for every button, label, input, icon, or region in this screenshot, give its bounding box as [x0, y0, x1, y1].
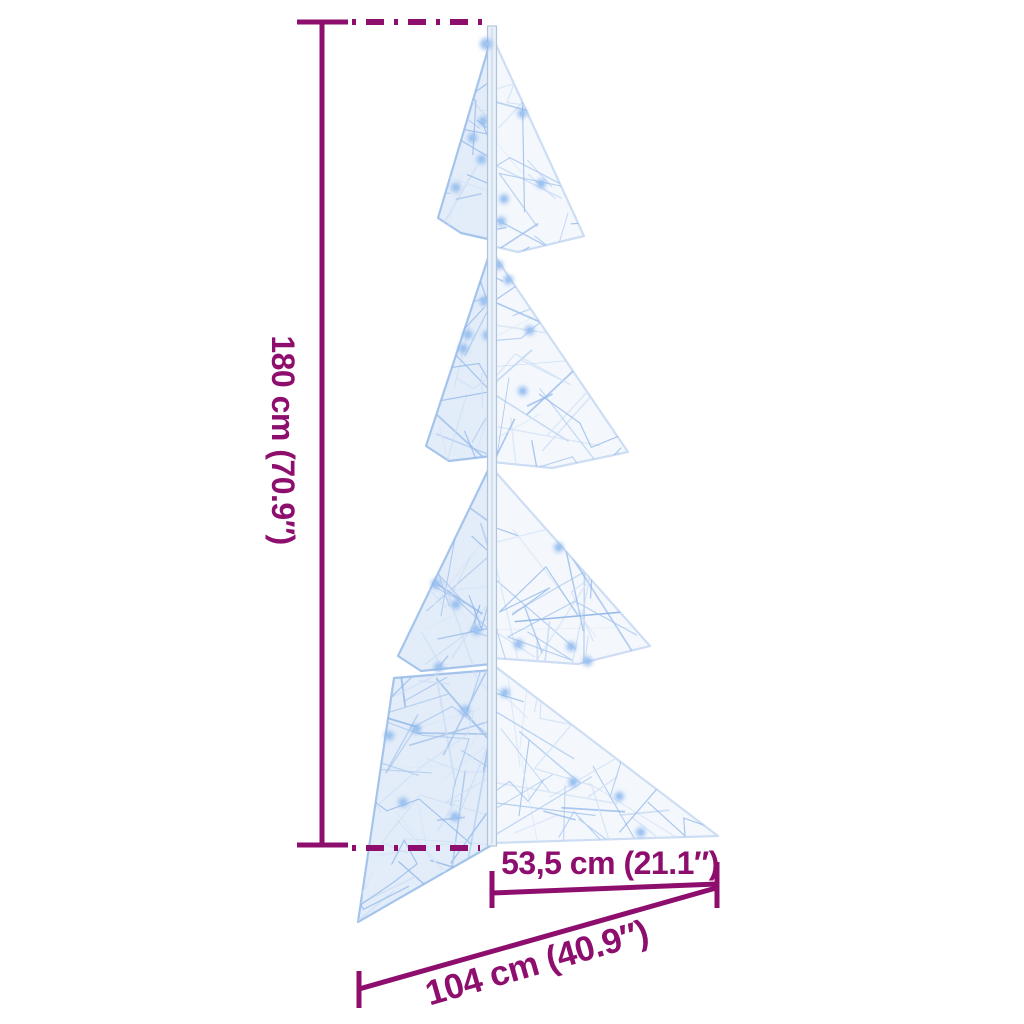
tree-tier-panel: [490, 466, 652, 666]
tree-led: [616, 794, 622, 799]
tree-led: [436, 664, 442, 670]
tree-led: [453, 185, 459, 190]
tree-tier-panel: [424, 244, 494, 463]
tree-led: [480, 118, 486, 124]
depth-dimension-label: 53,5 cm (21.1″): [501, 845, 719, 881]
depth-dimension: 53,5 cm (21.1″): [489, 845, 720, 908]
tree-led: [465, 332, 471, 337]
tree-led: [498, 218, 504, 224]
tree-led: [452, 814, 458, 820]
tree-led: [479, 157, 484, 162]
tree-led: [568, 644, 574, 649]
christmas-tree-illustration: [356, 25, 720, 924]
depth-dimension-line: [491, 881, 718, 896]
tree-led: [481, 298, 487, 304]
tree-led: [462, 707, 468, 713]
tree-led: [527, 328, 533, 333]
tree-led: [538, 181, 544, 186]
tree-led: [460, 346, 466, 352]
tree-led: [413, 726, 419, 732]
tree-led: [496, 262, 501, 268]
tree-led: [400, 799, 406, 805]
tree-led: [433, 581, 439, 587]
tree-led: [556, 545, 562, 550]
width-dimension: 104 cm (40.9″): [356, 885, 717, 1013]
tree-led: [520, 388, 526, 394]
tree-led: [516, 641, 521, 647]
tree-led: [501, 196, 507, 202]
tree-led: [585, 658, 590, 664]
tree-tier-mesh: [492, 264, 628, 468]
tree-led: [506, 277, 511, 283]
tree-led: [519, 111, 525, 116]
tree-led: [453, 602, 459, 607]
tree-led: [474, 627, 479, 633]
tree-led: [638, 829, 644, 835]
tree-led: [470, 135, 475, 141]
height-dimension: 180 cm (70.9″): [265, 19, 492, 851]
height-dimension-label: 180 cm (70.9″): [265, 335, 301, 544]
tree-led: [502, 690, 508, 696]
tree-led: [570, 779, 576, 785]
width-dimension-line: [358, 885, 717, 992]
tree-led: [386, 733, 392, 738]
tree-tip-led-core: [483, 41, 489, 47]
tree-tier-panel: [436, 34, 494, 242]
